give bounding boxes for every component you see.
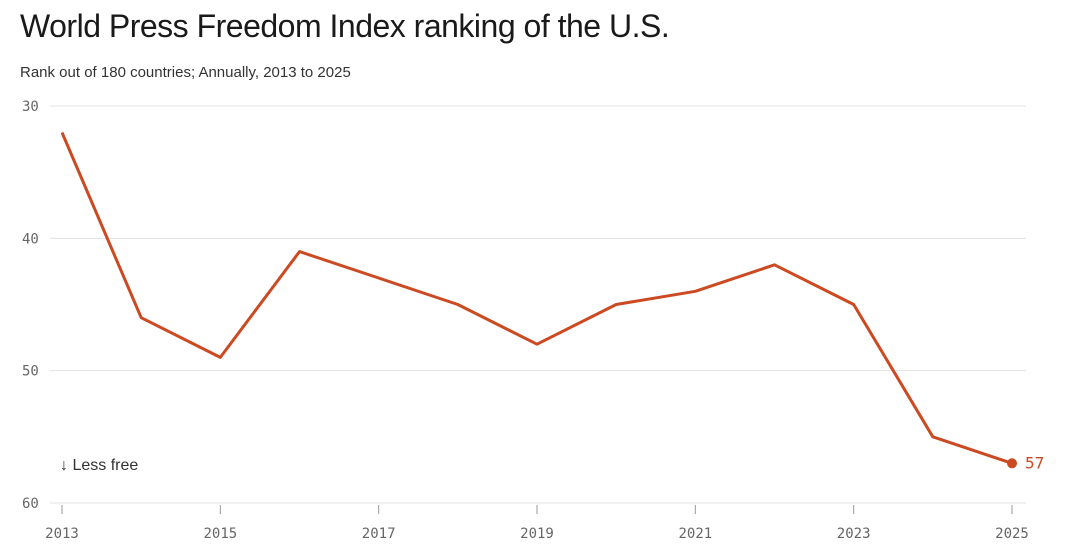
less-free-annotation: ↓ Less free [60,457,138,474]
y-tick-label: 60 [22,496,39,512]
series-line [60,131,1013,465]
gridlines [50,105,1026,504]
y-axis-ticks: 30 40 50 60 [22,99,39,512]
end-point-dot [1007,458,1017,469]
y-tick-label: 50 [22,364,39,380]
x-tick-label: 2025 [995,526,1029,542]
end-value-label: 57 [1025,453,1044,472]
y-tick-label: 30 [22,99,39,115]
x-tick-label: 2017 [362,526,396,542]
x-axis-ticks: 2013 2015 2017 2019 2021 2023 2025 [45,505,1029,542]
y-tick-label: 40 [22,231,39,247]
chart-subtitle: Rank out of 180 countries; Annually, 201… [20,64,351,81]
x-tick-label: 2013 [45,526,79,542]
x-tick-label: 2023 [837,526,871,542]
x-tick-label: 2019 [520,526,554,542]
x-tick-label: 2015 [203,526,237,542]
chart-title: World Press Freedom Index ranking of the… [20,8,670,44]
x-tick-label: 2021 [678,526,712,542]
